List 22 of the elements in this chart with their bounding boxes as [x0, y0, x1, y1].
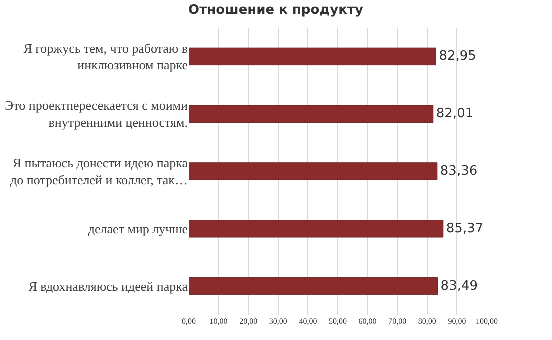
- x-tick-label: 100,00: [476, 317, 498, 326]
- y-tick-label: делает мир лучше: [88, 221, 188, 236]
- y-tick-label: Это проектпересекается с моими внутренними ценностям.: [5, 98, 188, 130]
- x-tick-label: 80,00: [418, 317, 436, 326]
- x-tick-label: 30,00: [269, 317, 288, 326]
- x-tick-label: 10,00: [210, 317, 228, 326]
- x-tick-label: 90,00: [448, 317, 466, 326]
- y-tick-label: Я пытаюсь донести идею парка до потребителей и коллег, так…: [10, 156, 188, 188]
- x-tick-label: 0,00: [182, 317, 196, 326]
- x-tick-label: 60,00: [358, 317, 377, 326]
- y-tick-label: Я вдохнавляюсь идеей парка: [28, 278, 188, 294]
- data-label: 83,36: [440, 164, 478, 179]
- x-tick-label: 40,00: [299, 317, 318, 326]
- data-label: 82,01: [436, 106, 474, 122]
- x-tick-label: 70,00: [388, 317, 407, 326]
- y-tick-label: Я горжусь тем, что работаю в инклюзивном парке: [24, 40, 188, 73]
- data-label: 83,49: [440, 278, 478, 294]
- data-label: 82,95: [439, 49, 476, 64]
- x-tick-label: 20,00: [240, 317, 258, 326]
- chart-title: Отношение к продукту: [188, 3, 364, 18]
- x-tick-label: 50,00: [329, 317, 347, 326]
- data-label: 85,37: [446, 221, 484, 236]
